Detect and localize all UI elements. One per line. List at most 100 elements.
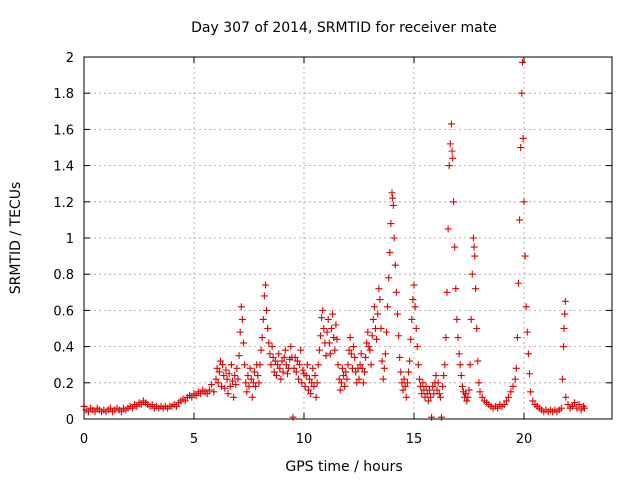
data-point xyxy=(445,162,453,170)
data-point xyxy=(329,310,337,318)
data-point xyxy=(571,399,579,407)
data-point xyxy=(451,243,459,251)
data-point xyxy=(259,315,267,323)
data-point xyxy=(522,303,530,311)
data-point xyxy=(254,372,262,380)
data-point xyxy=(309,364,317,372)
data-point xyxy=(306,375,313,383)
data-point xyxy=(361,368,368,376)
data-point xyxy=(406,357,414,365)
data-point xyxy=(413,343,421,351)
data-point xyxy=(291,353,299,361)
data-point xyxy=(148,401,156,409)
data-point xyxy=(366,346,374,354)
data-point xyxy=(389,194,397,202)
data-point xyxy=(381,350,389,358)
data-point xyxy=(258,334,266,342)
data-point xyxy=(397,368,405,376)
data-point xyxy=(221,384,229,392)
data-point xyxy=(340,372,348,380)
data-point xyxy=(248,393,256,401)
data-point xyxy=(507,388,515,396)
data-point xyxy=(280,353,288,361)
data-point xyxy=(464,393,472,401)
data-point xyxy=(311,372,319,380)
data-point xyxy=(318,314,326,322)
data-point xyxy=(362,353,370,361)
data-point xyxy=(438,413,445,421)
data-point xyxy=(219,361,227,369)
data-point xyxy=(561,297,569,305)
data-point xyxy=(432,372,440,380)
data-point xyxy=(271,357,279,365)
data-point xyxy=(284,370,291,378)
y-tick-label: 1.4 xyxy=(53,160,74,175)
data-point xyxy=(429,382,437,390)
data-point xyxy=(273,372,280,380)
data-point xyxy=(494,404,502,412)
data-point xyxy=(358,364,366,372)
data-point xyxy=(449,154,457,162)
data-point xyxy=(278,357,286,365)
data-point xyxy=(476,388,484,396)
data-point xyxy=(466,361,474,369)
data-point xyxy=(402,393,410,401)
data-point xyxy=(376,296,384,304)
data-point xyxy=(423,390,431,398)
data-point xyxy=(374,310,382,318)
data-point xyxy=(407,335,415,343)
data-point xyxy=(227,361,235,369)
data-point xyxy=(222,366,230,374)
data-point xyxy=(317,332,324,340)
y-tick-label: 1.6 xyxy=(53,123,74,138)
data-point xyxy=(472,285,480,293)
data-point xyxy=(428,413,436,421)
data-point xyxy=(347,350,355,358)
data-point xyxy=(344,361,352,369)
data-point xyxy=(419,379,427,387)
x-tick-label: 20 xyxy=(516,432,533,447)
data-point xyxy=(383,328,390,336)
data-point xyxy=(356,361,364,369)
data-point xyxy=(391,261,399,269)
data-point xyxy=(287,343,295,351)
data-point xyxy=(441,361,449,369)
data-point xyxy=(277,375,285,383)
data-point xyxy=(478,393,486,401)
data-point xyxy=(268,343,276,351)
chart-title: Day 307 of 2014, SRMTID for receiver mat… xyxy=(191,20,497,36)
data-point xyxy=(238,315,246,323)
data-point xyxy=(377,325,385,332)
data-point xyxy=(400,375,408,383)
data-point xyxy=(458,382,466,390)
data-point xyxy=(295,375,302,383)
data-point xyxy=(450,198,458,206)
data-point xyxy=(427,393,434,401)
data-point xyxy=(560,325,568,332)
data-point xyxy=(346,334,354,342)
data-point xyxy=(390,234,398,242)
data-point xyxy=(330,334,338,342)
data-point xyxy=(509,382,517,390)
data-point xyxy=(234,375,242,383)
data-point xyxy=(262,281,269,289)
data-point xyxy=(269,353,277,361)
data-point xyxy=(301,382,309,390)
data-point xyxy=(425,386,433,394)
data-point xyxy=(387,220,395,228)
data-point xyxy=(367,361,375,369)
data-point xyxy=(409,296,417,304)
data-point xyxy=(188,393,196,401)
data-point xyxy=(357,350,365,358)
data-point xyxy=(529,397,537,405)
data-point xyxy=(513,334,521,342)
x-tick-label: 10 xyxy=(296,432,313,447)
data-point xyxy=(215,368,223,376)
y-tick-label: 1.8 xyxy=(53,87,74,102)
data-point xyxy=(526,370,533,378)
data-point xyxy=(443,288,451,296)
data-point xyxy=(560,343,568,351)
data-point xyxy=(519,134,527,142)
data-point xyxy=(282,361,290,369)
